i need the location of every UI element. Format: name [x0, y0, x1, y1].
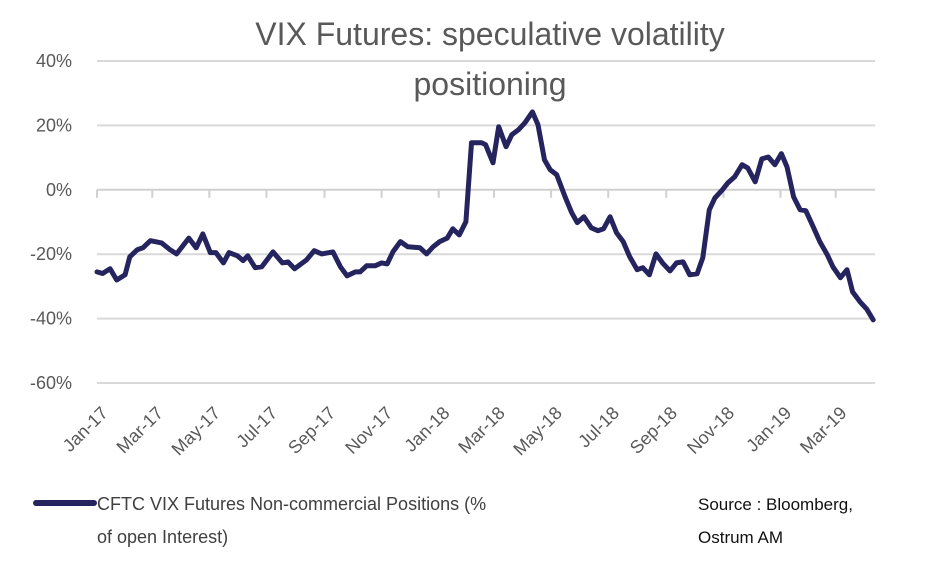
chart-title-line-2: positioning — [414, 66, 567, 102]
x-tick-label: Jan-17 — [59, 403, 112, 456]
source-note-line-1: Source : Bloomberg, — [698, 495, 853, 514]
y-tick-label: -60% — [30, 373, 72, 393]
y-tick-label: 20% — [36, 115, 72, 135]
x-tick-label: Nov-17 — [341, 403, 396, 458]
x-tick-label: Jan-18 — [401, 403, 454, 456]
x-tick-label: Jul-18 — [574, 403, 623, 452]
y-tick-label: -40% — [30, 309, 72, 329]
x-tick-label: Mar-17 — [113, 403, 167, 457]
y-axis-ticks: 40% 20% 0% -20% -40% -60% — [30, 51, 72, 393]
x-tick-label: Mar-18 — [454, 403, 508, 457]
x-tick-label: May-18 — [509, 403, 566, 460]
gridlines — [97, 60, 875, 384]
x-tick-label: Sep-17 — [284, 403, 339, 458]
y-tick-label: -20% — [30, 244, 72, 264]
x-tick-label: Jul-17 — [232, 403, 281, 452]
series-line-cftc-vix — [94, 109, 876, 323]
source-note-line-2: Ostrum AM — [698, 528, 783, 547]
x-tick-label: Nov-18 — [683, 403, 738, 458]
y-tick-label: 40% — [36, 51, 72, 71]
legend-label-line-1: CFTC VIX Futures Non-commercial Position… — [97, 494, 486, 514]
x-tick-label: Sep-18 — [626, 403, 681, 458]
x-tick-label: Mar-19 — [796, 403, 850, 457]
legend-label-line-2: of open Interest) — [97, 527, 228, 547]
x-tick-label: Jan-19 — [742, 403, 795, 456]
x-tick-label: May-17 — [168, 403, 225, 460]
chart-title-line-1: VIX Futures: speculative volatility — [255, 16, 725, 52]
y-tick-label: 0% — [46, 180, 72, 200]
